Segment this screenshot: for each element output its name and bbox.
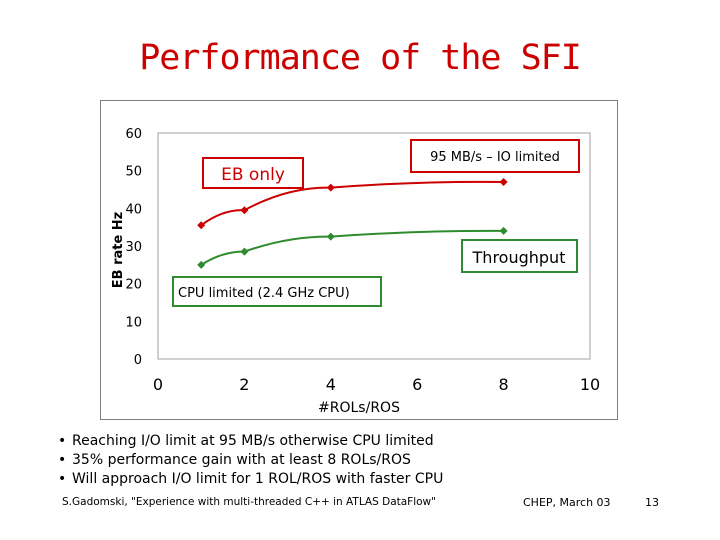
cpu-limited-label: CPU limited (2.4 GHz CPU)	[178, 286, 350, 301]
io-limited-annotation: 95 MB/s – IO limited	[410, 139, 580, 173]
footer-event: CHEP, March 03	[523, 496, 611, 509]
data-point	[197, 260, 206, 269]
data-point	[197, 221, 206, 230]
series-line-eb-only	[200, 180, 504, 227]
y-tick-label: 20	[125, 278, 142, 293]
slide-title: Performance of the SFI	[139, 38, 582, 78]
cpu-limited-box	[172, 276, 382, 307]
x-tick-label: 8	[499, 375, 509, 394]
eb-only-label: EB only	[221, 165, 285, 185]
plot-area	[157, 132, 591, 360]
throughput-annotation: Throughput	[461, 239, 578, 273]
y-tick-label: 10	[125, 315, 142, 330]
eb-only-box	[202, 157, 304, 189]
bullet-item: Reaching I/O limit at 95 MB/s otherwise …	[58, 432, 443, 451]
x-tick-label: 4	[326, 375, 336, 394]
series-line-throughput	[200, 229, 504, 266]
data-point	[326, 183, 335, 192]
x-axis-label: #ROLs/ROS	[318, 400, 400, 416]
eb-only-annotation: EB only	[202, 157, 304, 189]
data-point	[499, 226, 508, 235]
io-limited-label: 95 MB/s – IO limited	[430, 150, 560, 165]
y-tick-label: 30	[125, 240, 142, 255]
page-number: 13	[645, 496, 659, 509]
bullet-item: 35% performance gain with at least 8 ROL…	[58, 451, 443, 470]
x-tick-label: 2	[239, 375, 249, 394]
data-point	[499, 177, 508, 186]
x-tick-label: 6	[412, 375, 422, 394]
throughput-label: Throughput	[472, 248, 566, 267]
io-limited-box	[410, 139, 580, 173]
bullet-list: Reaching I/O limit at 95 MB/s otherwise …	[58, 432, 443, 489]
data-point	[326, 232, 335, 241]
y-tick-label: 50	[125, 165, 142, 180]
x-tick-label: 0	[153, 375, 163, 394]
x-tick-label: 10	[580, 375, 600, 394]
data-point	[240, 206, 249, 215]
y-tick-label: 0	[134, 353, 142, 368]
y-tick-label: 60	[125, 127, 142, 142]
bullet-item: Will approach I/O limit for 1 ROL/ROS wi…	[58, 470, 443, 489]
throughput-box	[461, 239, 578, 273]
y-tick-label: 40	[125, 202, 142, 217]
cpu-limited-annotation: CPU limited (2.4 GHz CPU)	[172, 276, 382, 307]
y-axis-label: EB rate Hz	[111, 212, 126, 289]
data-point	[240, 247, 249, 256]
footer-citation: S.Gadomski, "Experience with multi-threa…	[62, 496, 436, 508]
eb-rate-chart: 0 10 20 30 40 50 60 0 2 4 6 8 10 EB rate Hz #ROLs/RO…	[100, 100, 618, 420]
